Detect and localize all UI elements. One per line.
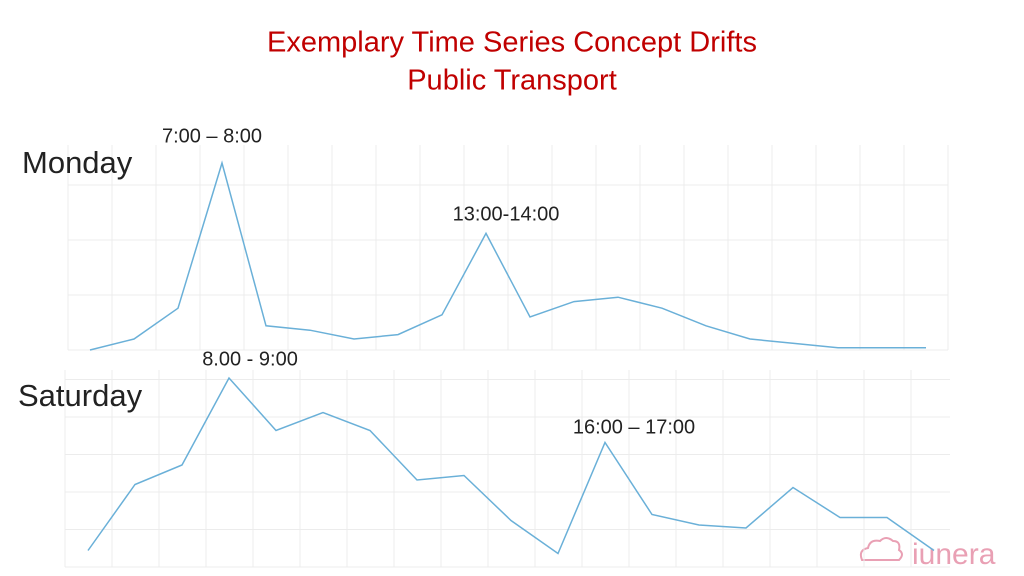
- annotation: 7:00 – 8:00: [162, 125, 262, 147]
- chart-title: Saturday: [18, 378, 143, 413]
- logo: iunera: [859, 537, 996, 571]
- series-line: [87, 376, 935, 555]
- annotation: 8.00 - 9:00: [202, 348, 298, 370]
- slide-subtitle: Public Transport: [407, 65, 617, 97]
- logo-icon: [859, 537, 903, 561]
- slide-title: Exemplary Time Series Concept Drifts: [267, 27, 757, 59]
- annotation: 13:00-14:00: [453, 203, 560, 225]
- annotation: 16:00 – 17:00: [573, 416, 695, 438]
- chart-title: Monday: [22, 145, 133, 180]
- series-line: [89, 160, 926, 351]
- logo-text: iunera: [912, 538, 996, 571]
